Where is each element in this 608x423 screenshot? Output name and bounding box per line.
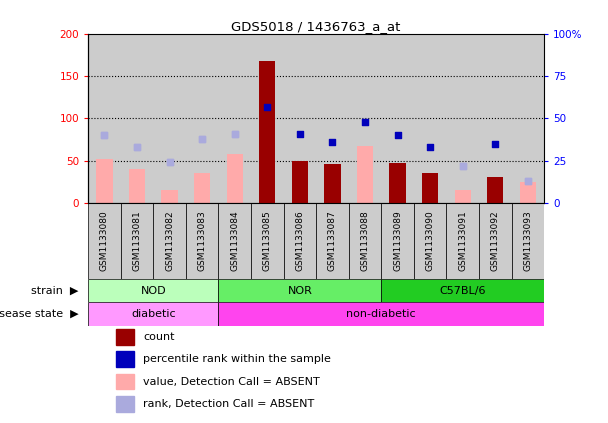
Bar (511, 34, 544, 203)
Bar (121, 203, 153, 279)
Bar (283, 203, 316, 279)
Bar (116, 329, 134, 345)
Bar (487, 177, 503, 203)
Bar (218, 34, 251, 203)
Text: NOD: NOD (140, 286, 166, 296)
Bar (153, 34, 186, 203)
Bar (121, 34, 153, 203)
Point (132, 144, 142, 151)
Text: GSM1133083: GSM1133083 (198, 211, 207, 272)
Point (458, 162, 468, 169)
Bar (259, 61, 275, 203)
Bar (520, 182, 536, 203)
Point (393, 132, 402, 139)
Point (263, 103, 272, 110)
Bar (349, 34, 381, 203)
Text: GSM1133087: GSM1133087 (328, 211, 337, 272)
Bar (116, 396, 134, 412)
Text: GSM1133085: GSM1133085 (263, 211, 272, 272)
Text: diabetic: diabetic (131, 309, 176, 319)
Bar (88, 302, 218, 326)
Text: C57BL/6: C57BL/6 (440, 286, 486, 296)
Bar (153, 203, 186, 279)
Text: GSM1133093: GSM1133093 (523, 211, 533, 272)
Point (165, 159, 174, 166)
Bar (316, 34, 349, 203)
Point (100, 132, 109, 139)
Bar (162, 190, 178, 203)
Bar (422, 173, 438, 203)
Bar (390, 163, 406, 203)
Bar (88, 203, 121, 279)
Bar (381, 203, 414, 279)
Point (165, 159, 174, 166)
Text: non-diabetic: non-diabetic (347, 309, 416, 319)
Bar (129, 169, 145, 203)
Point (523, 178, 533, 184)
Bar (479, 34, 511, 203)
Bar (186, 34, 218, 203)
Bar (218, 203, 251, 279)
Text: GSM1133089: GSM1133089 (393, 211, 402, 272)
Bar (349, 203, 381, 279)
Point (360, 118, 370, 125)
Bar (357, 146, 373, 203)
Bar (455, 190, 471, 203)
Text: GSM1133088: GSM1133088 (361, 211, 370, 272)
Text: count: count (143, 332, 175, 342)
Bar (194, 173, 210, 203)
Bar (116, 351, 134, 367)
Bar (218, 279, 381, 302)
Text: strain  ▶: strain ▶ (31, 286, 78, 296)
Text: GSM1133082: GSM1133082 (165, 211, 174, 272)
Bar (88, 34, 121, 203)
Text: percentile rank within the sample: percentile rank within the sample (143, 354, 331, 364)
Bar (218, 302, 544, 326)
Point (458, 162, 468, 169)
Point (328, 139, 337, 146)
Bar (251, 34, 283, 203)
Point (197, 135, 207, 142)
Point (523, 178, 533, 184)
Text: NOR: NOR (288, 286, 313, 296)
Bar (479, 203, 511, 279)
Bar (511, 203, 544, 279)
Bar (316, 203, 349, 279)
Text: GSM1133084: GSM1133084 (230, 211, 239, 272)
Text: GSM1133091: GSM1133091 (458, 211, 467, 272)
Bar (446, 34, 479, 203)
Text: GSM1133092: GSM1133092 (491, 211, 500, 272)
Text: value, Detection Call = ABSENT: value, Detection Call = ABSENT (143, 376, 320, 387)
Bar (283, 34, 316, 203)
Text: GSM1133081: GSM1133081 (133, 211, 142, 272)
Point (230, 130, 240, 137)
Point (360, 118, 370, 125)
Point (100, 132, 109, 139)
Bar (381, 34, 414, 203)
Bar (186, 203, 218, 279)
Title: GDS5018 / 1436763_a_at: GDS5018 / 1436763_a_at (232, 20, 401, 33)
Text: GSM1133090: GSM1133090 (426, 211, 435, 272)
Point (491, 140, 500, 147)
Bar (292, 161, 308, 203)
Bar (96, 159, 112, 203)
Bar (324, 164, 340, 203)
Bar (227, 154, 243, 203)
Text: rank, Detection Call = ABSENT: rank, Detection Call = ABSENT (143, 399, 314, 409)
Bar (414, 34, 446, 203)
Point (295, 130, 305, 137)
Text: GSM1133086: GSM1133086 (295, 211, 305, 272)
Point (132, 144, 142, 151)
Bar (116, 374, 134, 390)
Text: disease state  ▶: disease state ▶ (0, 309, 78, 319)
Point (425, 144, 435, 151)
Bar (381, 279, 544, 302)
Point (230, 130, 240, 137)
Bar (414, 203, 446, 279)
Bar (88, 279, 218, 302)
Bar (251, 203, 283, 279)
Bar (446, 203, 479, 279)
Point (197, 135, 207, 142)
Text: GSM1133080: GSM1133080 (100, 211, 109, 272)
